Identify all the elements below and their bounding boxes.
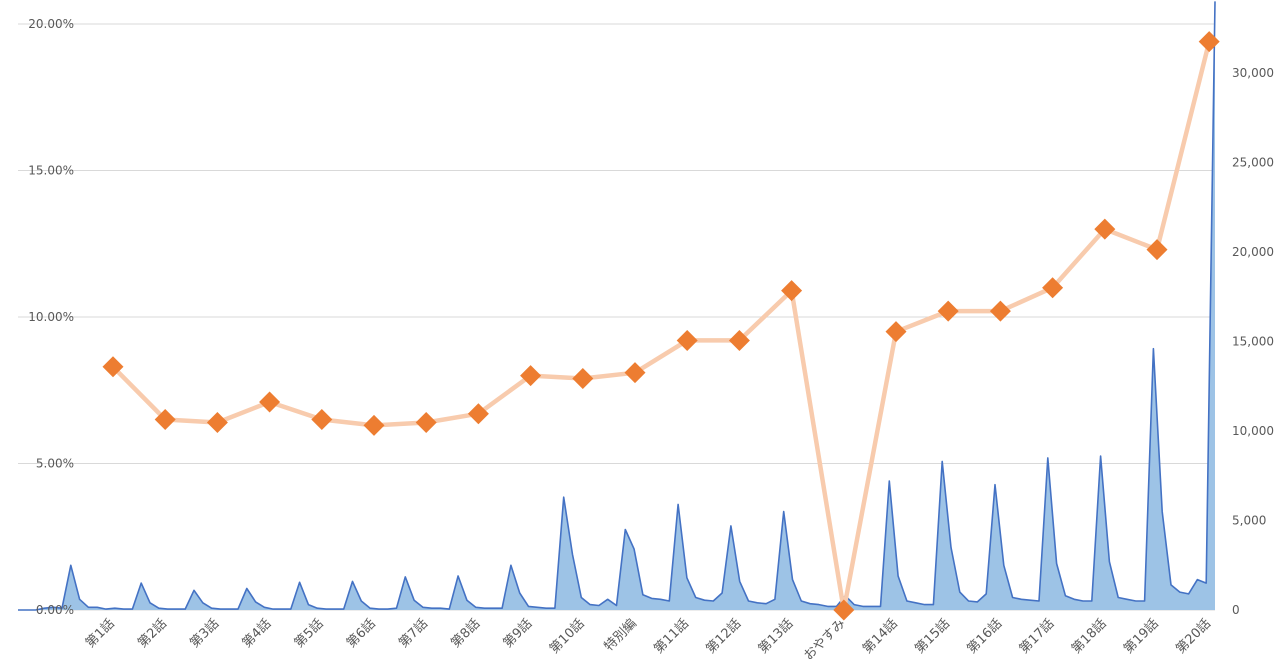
right-tick-label: 25,000 (1232, 156, 1274, 170)
left-axis-ticks: 0.00% 5.00% 10.00% 15.00% 20.00% (28, 17, 74, 617)
area-fill (18, 1, 1215, 610)
x-tick-label: おやすみ (801, 616, 848, 663)
right-tick-label: 30,000 (1232, 66, 1274, 80)
line-marker (937, 300, 959, 322)
left-tick-label: 10.00% (28, 310, 74, 324)
right-tick-label: 0 (1232, 603, 1240, 617)
x-tick-label: 第15話 (912, 616, 953, 657)
x-tick-label: 第1話 (82, 616, 118, 652)
right-tick-label: 10,000 (1232, 424, 1274, 438)
x-tick-label: 第20話 (1173, 616, 1214, 657)
line-marker (415, 411, 437, 433)
x-tick-label: 第17話 (1016, 616, 1057, 657)
line-path (111, 41, 1212, 613)
line-marker (885, 321, 907, 343)
right-tick-label: 5,000 (1232, 514, 1266, 528)
line-marker (572, 368, 594, 390)
right-tick-label: 15,000 (1232, 335, 1274, 349)
line-marker (311, 409, 333, 431)
line-marker (1146, 239, 1168, 261)
x-tick-label: 第4話 (239, 616, 275, 652)
area-outline (18, 1, 1216, 611)
x-tick-label: 第5話 (291, 616, 327, 652)
line-marker (781, 280, 803, 302)
x-tick-label: 特別編 (601, 616, 640, 655)
line-marker (989, 300, 1011, 322)
x-tick-label: 第10話 (546, 616, 587, 657)
line-marker (154, 409, 176, 431)
x-tick-label: 第11話 (651, 616, 692, 657)
x-tick-label: 第7話 (395, 616, 431, 652)
x-axis-ticks: 第1話 第2話 第3話 第4話 第5話 第6話 第7話 第8話 第9話 第10話 特別編 第11話 第1… (82, 616, 1214, 664)
line-marker (363, 414, 385, 436)
right-axis-ticks: 0 5,000 10,000 15,000 20,000 25,000 30,000 (1232, 66, 1274, 617)
x-tick-label: 第14話 (859, 616, 900, 657)
x-tick-label: 第18話 (1068, 616, 1109, 657)
left-tick-label: 20.00% (28, 17, 74, 31)
line-marker (520, 365, 542, 387)
x-tick-label: 第12話 (703, 616, 744, 657)
gridlines (18, 23, 1215, 611)
line-marker (259, 391, 281, 413)
line-marker (1042, 277, 1064, 299)
line-marker (833, 599, 855, 621)
line-marker (676, 329, 698, 351)
x-tick-label: 第19話 (1120, 616, 1161, 657)
left-tick-label: 5.00% (36, 457, 74, 471)
x-tick-label: 第8話 (448, 616, 484, 652)
line-marker (102, 356, 124, 378)
left-tick-label: 0.00% (36, 603, 74, 617)
x-tick-label: 第6話 (343, 616, 379, 652)
area-series (18, 1, 1216, 611)
x-tick-label: 第13話 (755, 616, 796, 657)
line-markers (102, 31, 1220, 621)
right-tick-label: 20,000 (1232, 245, 1274, 259)
x-tick-label: 第3話 (187, 616, 223, 652)
line-series (111, 41, 1212, 613)
line-marker (624, 362, 646, 384)
line-marker (728, 329, 750, 351)
line-marker (1198, 31, 1220, 53)
line-marker (206, 411, 228, 433)
x-tick-label: 第9話 (500, 616, 536, 652)
line-marker (467, 403, 489, 425)
x-tick-label: 第2話 (134, 616, 170, 652)
line-marker (1094, 218, 1116, 240)
x-tick-label: 第16話 (964, 616, 1005, 657)
left-tick-label: 15.00% (28, 164, 74, 178)
